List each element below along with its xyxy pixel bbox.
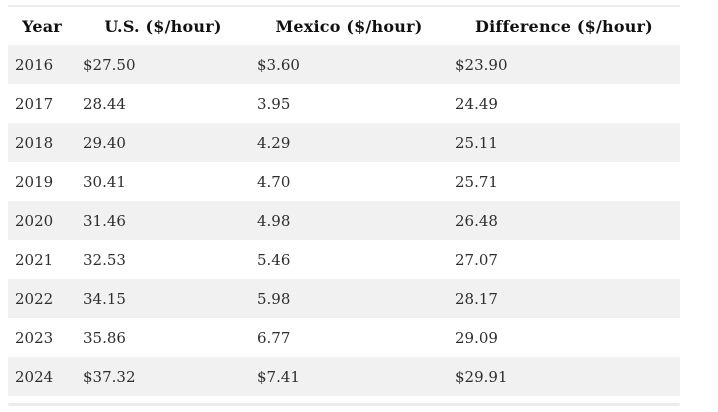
table-row: 2016 $27.50 $3.60 $23.90 bbox=[8, 45, 680, 84]
year-cell: 2018 bbox=[8, 123, 76, 162]
year-cell: 2016 bbox=[8, 45, 76, 84]
year-cell: 2023 bbox=[8, 318, 76, 357]
column-header: Year bbox=[8, 7, 76, 45]
value-cell: $29.91 bbox=[448, 357, 680, 396]
table-bottom-divider bbox=[8, 403, 680, 406]
value-cell: 27.07 bbox=[448, 240, 680, 279]
column-header: U.S. ($/hour) bbox=[76, 7, 250, 45]
value-cell: $7.41 bbox=[250, 357, 448, 396]
value-cell: 25.71 bbox=[448, 162, 680, 201]
value-cell: 25.11 bbox=[448, 123, 680, 162]
wage-comparison-table: Year U.S. ($/hour) Mexico ($/hour) Differen… bbox=[8, 7, 680, 396]
value-cell: 3.95 bbox=[250, 84, 448, 123]
value-cell: 34.15 bbox=[76, 279, 250, 318]
value-cell: 4.29 bbox=[250, 123, 448, 162]
value-cell: $23.90 bbox=[448, 45, 680, 84]
table-row: 2022 34.15 5.98 28.17 bbox=[8, 279, 680, 318]
value-cell: $3.60 bbox=[250, 45, 448, 84]
value-cell: 4.98 bbox=[250, 201, 448, 240]
value-cell: 28.17 bbox=[448, 279, 680, 318]
year-cell: 2017 bbox=[8, 84, 76, 123]
value-cell: 29.09 bbox=[448, 318, 680, 357]
value-cell: 5.98 bbox=[250, 279, 448, 318]
year-cell: 2020 bbox=[8, 201, 76, 240]
year-cell: 2022 bbox=[8, 279, 76, 318]
value-cell: 31.46 bbox=[76, 201, 250, 240]
table-row: 2019 30.41 4.70 25.71 bbox=[8, 162, 680, 201]
table-row: 2021 32.53 5.46 27.07 bbox=[8, 240, 680, 279]
value-cell: 5.46 bbox=[250, 240, 448, 279]
column-header: Mexico ($/hour) bbox=[250, 7, 448, 45]
value-cell: 6.77 bbox=[250, 318, 448, 357]
value-cell: 26.48 bbox=[448, 201, 680, 240]
value-cell: 30.41 bbox=[76, 162, 250, 201]
column-header: Difference ($/hour) bbox=[448, 7, 680, 45]
table-body: 2016 $27.50 $3.60 $23.90 2017 28.44 3.95 24.49 2… bbox=[8, 45, 680, 396]
year-cell: 2021 bbox=[8, 240, 76, 279]
table-row: 2023 35.86 6.77 29.09 bbox=[8, 318, 680, 357]
year-cell: 2019 bbox=[8, 162, 76, 201]
table-header: Year U.S. ($/hour) Mexico ($/hour) Differen… bbox=[8, 7, 680, 45]
header-row: Year U.S. ($/hour) Mexico ($/hour) Differen… bbox=[8, 7, 680, 45]
table-row: 2017 28.44 3.95 24.49 bbox=[8, 84, 680, 123]
value-cell: 32.53 bbox=[76, 240, 250, 279]
value-cell: 24.49 bbox=[448, 84, 680, 123]
value-cell: $37.32 bbox=[76, 357, 250, 396]
value-cell: 35.86 bbox=[76, 318, 250, 357]
year-cell: 2024 bbox=[8, 357, 76, 396]
wage-table-container: Year U.S. ($/hour) Mexico ($/hour) Differen… bbox=[8, 5, 680, 396]
value-cell: 29.40 bbox=[76, 123, 250, 162]
value-cell: $27.50 bbox=[76, 45, 250, 84]
table-row: 2024 $37.32 $7.41 $29.91 bbox=[8, 357, 680, 396]
value-cell: 4.70 bbox=[250, 162, 448, 201]
table-row: 2020 31.46 4.98 26.48 bbox=[8, 201, 680, 240]
table-row: 2018 29.40 4.29 25.11 bbox=[8, 123, 680, 162]
value-cell: 28.44 bbox=[76, 84, 250, 123]
